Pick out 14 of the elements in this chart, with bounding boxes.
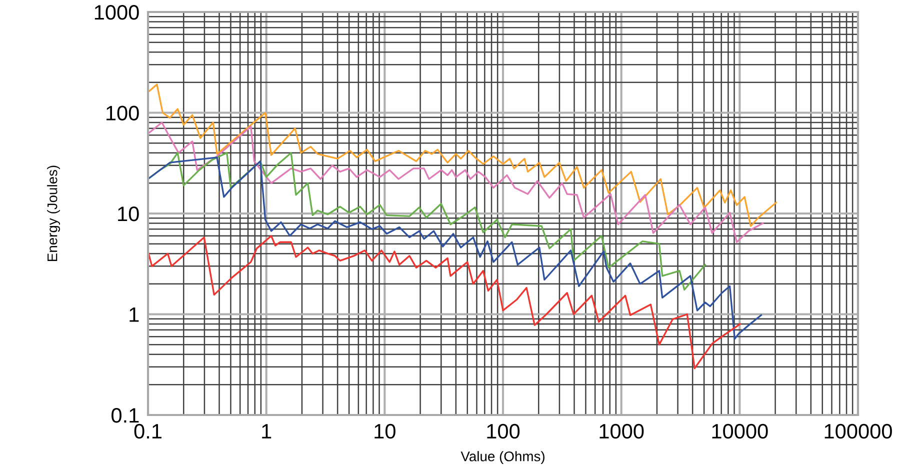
y-axis-title: Energy (Joules) [47, 166, 60, 261]
y-tick-label: 0.1 [112, 408, 139, 423]
x-tick-label: 0.1 [134, 424, 162, 439]
y-tick-label: 1 [130, 307, 139, 322]
x-tick-label: 10 [374, 424, 396, 439]
x-tick-label: 100000 [824, 424, 892, 439]
y-tick-label: 10 [118, 206, 139, 222]
x-tick-label: 100 [487, 424, 520, 439]
x-tick-label: 1000 [600, 424, 644, 439]
y-tick-label: 1000 [94, 5, 139, 20]
x-axis-title: Value (Ohms) [460, 451, 544, 464]
y-tick-label: 100 [106, 106, 139, 121]
x-tick-label: 1 [262, 424, 272, 438]
x-tick-label: 10000 [712, 424, 768, 439]
